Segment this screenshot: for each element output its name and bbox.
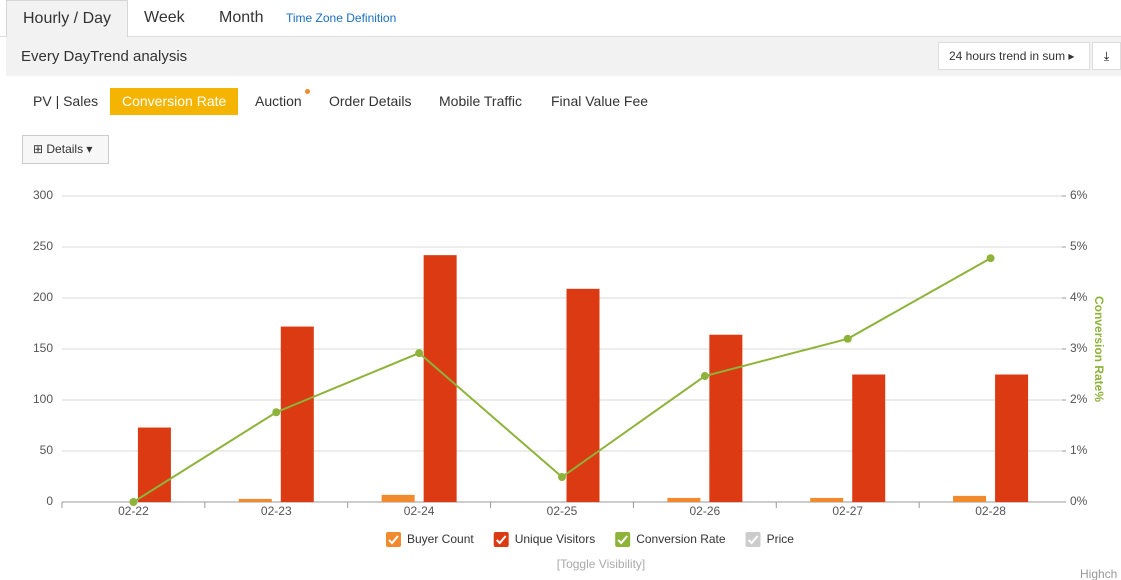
y2-tick-label: 5%	[1070, 239, 1088, 253]
tab[interactable]: Month	[219, 9, 264, 26]
x-tick-label: 02-28	[975, 504, 1006, 518]
bar	[280, 326, 314, 502]
y-tick-label: 0	[46, 494, 53, 508]
bar	[381, 494, 415, 502]
download-button[interactable]: ⤓	[1092, 42, 1121, 70]
y2-tick-label: 4%	[1070, 290, 1088, 304]
dropdown[interactable]: 24 hours trend in sum ▸	[938, 42, 1090, 70]
y-tick-label: 150	[33, 341, 53, 355]
bar	[238, 498, 272, 502]
line-point	[415, 349, 424, 358]
bar	[953, 495, 987, 502]
y2-tick-label: 3%	[1070, 341, 1088, 355]
dropdown-label: 24 hours trend in sum	[949, 49, 1066, 63]
chart: 0 50 100 150 200 250 300 0% 1% 2% 3% 4% 5% 6% Conversi…	[33, 188, 1117, 580]
y2-tick-label: 2%	[1070, 392, 1088, 406]
legend-check	[617, 535, 628, 545]
legend-check	[388, 535, 399, 545]
tab[interactable]: Week	[144, 9, 185, 26]
x-tick-label: 02-27	[832, 504, 863, 518]
bar	[566, 288, 600, 502]
subtab[interactable]: PV | Sales	[33, 93, 99, 109]
y-tick-label: 300	[33, 188, 53, 202]
y-tick-label: 200	[33, 290, 53, 304]
legend-checkbox	[386, 532, 401, 547]
badge-dot	[305, 89, 310, 94]
bar	[667, 497, 701, 502]
line-point	[558, 473, 566, 482]
y2-tick-label: 1%	[1070, 443, 1088, 457]
line-point	[843, 334, 852, 343]
legend-label: Unique Visitors	[515, 532, 595, 546]
link[interactable]: Time Zone Definition	[286, 11, 397, 25]
subtab[interactable]: Final Value Fee	[551, 93, 649, 109]
legend-label: Buyer Count	[407, 532, 474, 546]
x-tick-label: 02-26	[690, 504, 721, 518]
bar	[709, 334, 743, 502]
details-label: Details	[46, 142, 84, 156]
bar	[810, 497, 844, 502]
x-tick-label: 02-23	[261, 504, 292, 518]
legend-checkbox	[745, 532, 761, 547]
header-title: Every DayTrend analysis	[21, 48, 188, 65]
subtab[interactable]: Order Details	[329, 93, 412, 109]
toggle-link[interactable]: [Toggle Visibility]	[557, 557, 646, 571]
x-tick-label: 02-22	[118, 504, 149, 518]
legend-label: Price	[767, 532, 795, 546]
x-tick-label: 02-24	[404, 504, 435, 518]
tab[interactable]: Hourly / Day	[6, 0, 129, 37]
y-tick-label: 50	[40, 443, 54, 457]
legend-checkbox	[493, 532, 509, 547]
header-bar	[6, 37, 1121, 76]
bar	[995, 374, 1029, 502]
y-tick-label: 100	[33, 392, 53, 406]
x-tick-label: 02-25	[547, 504, 578, 518]
subtab[interactable]: Conversion Rate	[110, 88, 239, 115]
bar	[852, 374, 886, 502]
details-button[interactable]: ⊞ Details ▾	[22, 135, 109, 164]
y2-tick-label: 0%	[1070, 494, 1088, 508]
line-point	[700, 372, 709, 381]
credit: Highch	[1080, 567, 1117, 580]
legend-check	[495, 535, 507, 545]
line-point	[986, 254, 995, 263]
legend-label: Conversion Rate	[636, 532, 726, 546]
subtab[interactable]: Auction	[255, 93, 302, 109]
bar	[137, 427, 171, 502]
line-point	[272, 408, 281, 417]
y-tick-label: 250	[33, 239, 53, 253]
legend-checkbox	[615, 532, 631, 547]
tab-divider	[0, 36, 1121, 37]
y2-axis-title: Conversion Rate%	[1092, 296, 1106, 402]
subtab[interactable]: Mobile Traffic	[439, 93, 522, 109]
y2-tick-label: 6%	[1070, 188, 1088, 202]
legend-check	[747, 535, 759, 545]
bar	[423, 255, 457, 502]
line-point	[129, 498, 138, 506]
